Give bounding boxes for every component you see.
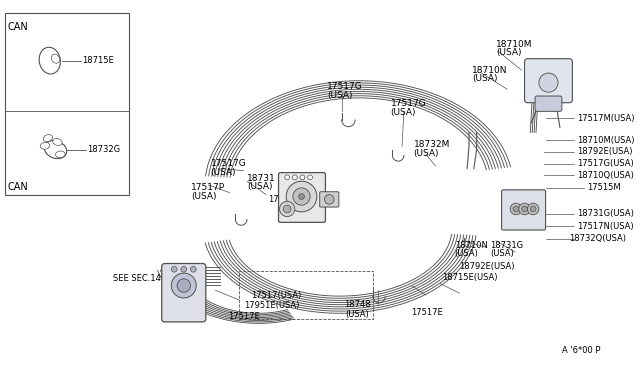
Circle shape bbox=[299, 194, 305, 199]
Circle shape bbox=[510, 203, 522, 215]
Ellipse shape bbox=[56, 151, 65, 158]
Ellipse shape bbox=[51, 54, 60, 63]
Text: 17517G: 17517G bbox=[211, 160, 246, 169]
Text: 17517E: 17517E bbox=[228, 312, 260, 321]
FancyBboxPatch shape bbox=[162, 263, 206, 322]
Circle shape bbox=[522, 206, 527, 212]
Text: 18732Q(USA): 18732Q(USA) bbox=[570, 234, 627, 243]
Text: (USA): (USA) bbox=[327, 90, 353, 100]
Text: 18732G: 18732G bbox=[87, 145, 120, 154]
Circle shape bbox=[539, 73, 558, 92]
Text: A '6*00 P: A '6*00 P bbox=[562, 346, 600, 355]
Text: SEE SEC.149: SEE SEC.149 bbox=[113, 274, 166, 283]
Text: (USA): (USA) bbox=[211, 168, 236, 177]
FancyBboxPatch shape bbox=[320, 192, 339, 207]
Text: 17517M(USA): 17517M(USA) bbox=[577, 113, 635, 122]
Text: 17517G(USA): 17517G(USA) bbox=[577, 160, 634, 169]
Circle shape bbox=[280, 201, 295, 217]
Circle shape bbox=[513, 206, 519, 212]
Circle shape bbox=[172, 273, 196, 298]
Text: (USA): (USA) bbox=[390, 108, 416, 117]
Text: (USA): (USA) bbox=[496, 48, 522, 57]
Circle shape bbox=[177, 279, 191, 292]
Text: 17515M: 17515M bbox=[587, 183, 620, 192]
Text: 17517E: 17517E bbox=[412, 308, 444, 317]
FancyBboxPatch shape bbox=[502, 190, 545, 230]
Text: 18710N: 18710N bbox=[454, 241, 488, 250]
Text: (USA): (USA) bbox=[454, 250, 479, 259]
Text: (USA): (USA) bbox=[490, 250, 514, 259]
Circle shape bbox=[286, 181, 317, 212]
Text: 18792E(USA): 18792E(USA) bbox=[460, 262, 515, 271]
Ellipse shape bbox=[44, 135, 52, 142]
Text: 18731G(USA): 18731G(USA) bbox=[577, 209, 634, 218]
Text: 17951E(USA): 17951E(USA) bbox=[268, 195, 323, 204]
Circle shape bbox=[191, 266, 196, 272]
FancyBboxPatch shape bbox=[278, 173, 325, 222]
Text: CAN: CAN bbox=[8, 22, 28, 32]
Text: 18710M(USA): 18710M(USA) bbox=[577, 135, 635, 145]
Text: (USA): (USA) bbox=[472, 74, 497, 83]
Text: 17517G: 17517G bbox=[390, 99, 426, 108]
Text: (USA): (USA) bbox=[247, 182, 273, 192]
Text: (USA): (USA) bbox=[191, 192, 217, 201]
Circle shape bbox=[324, 195, 334, 204]
Circle shape bbox=[285, 175, 289, 180]
Text: (USA): (USA) bbox=[345, 310, 369, 319]
Circle shape bbox=[284, 205, 291, 213]
Text: 18792E(USA): 18792E(USA) bbox=[577, 147, 633, 156]
Circle shape bbox=[300, 175, 305, 180]
Text: 18731: 18731 bbox=[247, 174, 276, 183]
Text: 18710N: 18710N bbox=[472, 66, 508, 75]
Text: 18715E(USA): 18715E(USA) bbox=[442, 273, 498, 282]
Text: 18715E: 18715E bbox=[83, 56, 114, 65]
Circle shape bbox=[531, 206, 536, 212]
Text: 17517(USA): 17517(USA) bbox=[251, 291, 301, 299]
Circle shape bbox=[527, 203, 539, 215]
FancyBboxPatch shape bbox=[525, 59, 572, 103]
Bar bbox=[4, 13, 129, 195]
Bar bbox=[239, 271, 373, 319]
FancyBboxPatch shape bbox=[535, 96, 562, 111]
Text: 17517G: 17517G bbox=[327, 82, 363, 91]
Text: 18710Q(USA): 18710Q(USA) bbox=[577, 171, 634, 180]
Circle shape bbox=[293, 188, 310, 205]
Circle shape bbox=[172, 266, 177, 272]
Ellipse shape bbox=[39, 47, 60, 74]
Circle shape bbox=[519, 203, 531, 215]
Text: 18710M: 18710M bbox=[496, 40, 532, 49]
Text: 17951E(USA): 17951E(USA) bbox=[244, 301, 300, 310]
Circle shape bbox=[308, 175, 312, 180]
Ellipse shape bbox=[52, 138, 62, 145]
Ellipse shape bbox=[44, 141, 67, 158]
Text: CAN: CAN bbox=[8, 182, 28, 192]
Text: 17517P: 17517P bbox=[191, 183, 225, 192]
Text: 18731G: 18731G bbox=[490, 241, 523, 250]
Text: (USA): (USA) bbox=[413, 149, 439, 158]
Ellipse shape bbox=[40, 142, 50, 149]
Text: 18748: 18748 bbox=[344, 300, 371, 309]
Text: 17517N(USA): 17517N(USA) bbox=[577, 222, 634, 231]
Circle shape bbox=[292, 175, 297, 180]
Text: 18732M: 18732M bbox=[413, 140, 450, 149]
Circle shape bbox=[181, 266, 187, 272]
